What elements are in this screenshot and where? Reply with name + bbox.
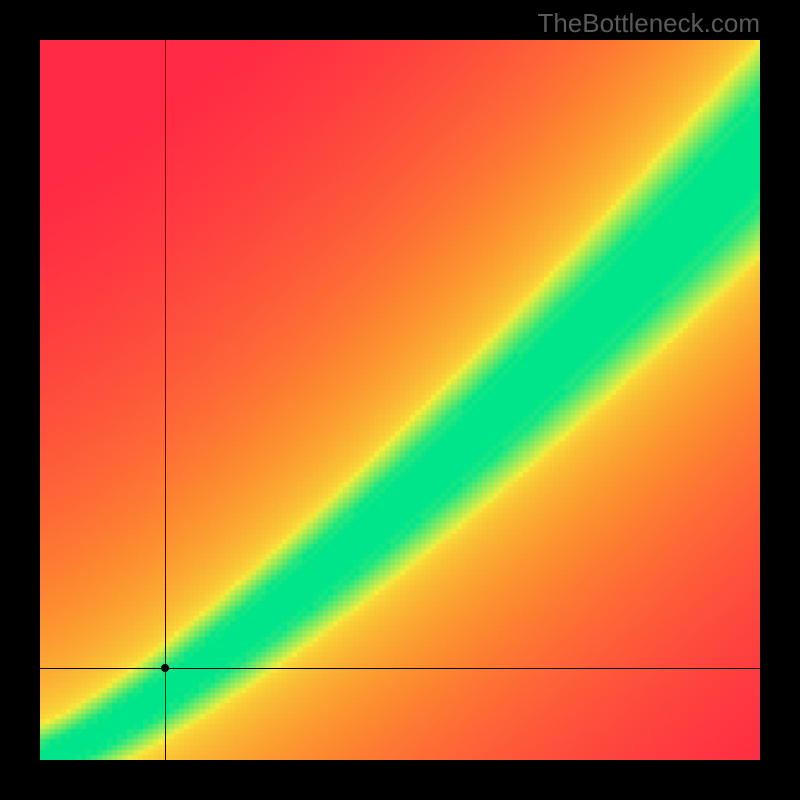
chart-container: TheBottleneck.com [0,0,800,800]
data-point-marker [161,664,169,672]
crosshair-vertical [165,40,166,760]
watermark-text: TheBottleneck.com [537,8,760,39]
heatmap-canvas [40,40,760,760]
heatmap-plot [40,40,760,760]
crosshair-horizontal [40,668,760,669]
